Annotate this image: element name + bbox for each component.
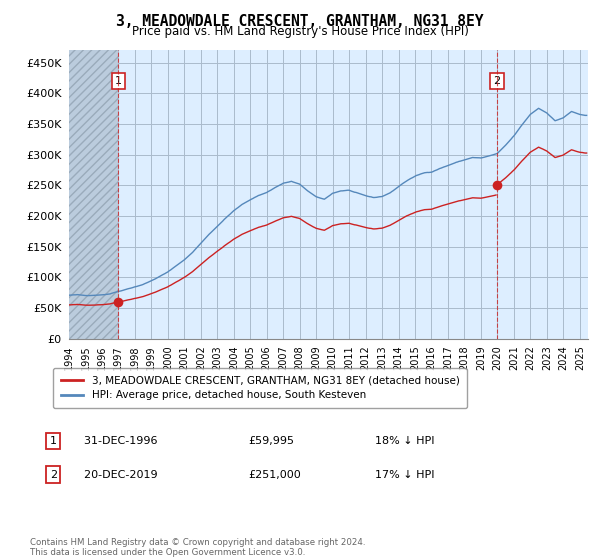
Text: 3, MEADOWDALE CRESCENT, GRANTHAM, NG31 8EY: 3, MEADOWDALE CRESCENT, GRANTHAM, NG31 8…: [116, 14, 484, 29]
Legend: 3, MEADOWDALE CRESCENT, GRANTHAM, NG31 8EY (detached house), HPI: Average price,: 3, MEADOWDALE CRESCENT, GRANTHAM, NG31 8…: [53, 368, 467, 408]
Text: 1: 1: [115, 76, 122, 86]
Text: 1: 1: [50, 436, 57, 446]
Text: 31-DEC-1996: 31-DEC-1996: [77, 436, 158, 446]
Text: Contains HM Land Registry data © Crown copyright and database right 2024.
This d: Contains HM Land Registry data © Crown c…: [30, 538, 365, 557]
Text: £59,995: £59,995: [248, 436, 295, 446]
Text: 18% ↓ HPI: 18% ↓ HPI: [376, 436, 435, 446]
Text: £251,000: £251,000: [248, 470, 301, 479]
Text: 17% ↓ HPI: 17% ↓ HPI: [376, 470, 435, 479]
Text: Price paid vs. HM Land Registry's House Price Index (HPI): Price paid vs. HM Land Registry's House …: [131, 25, 469, 38]
Text: 2: 2: [50, 470, 57, 479]
Bar: [69, 50, 118, 339]
Text: 20-DEC-2019: 20-DEC-2019: [77, 470, 158, 479]
Text: 2: 2: [493, 76, 500, 86]
